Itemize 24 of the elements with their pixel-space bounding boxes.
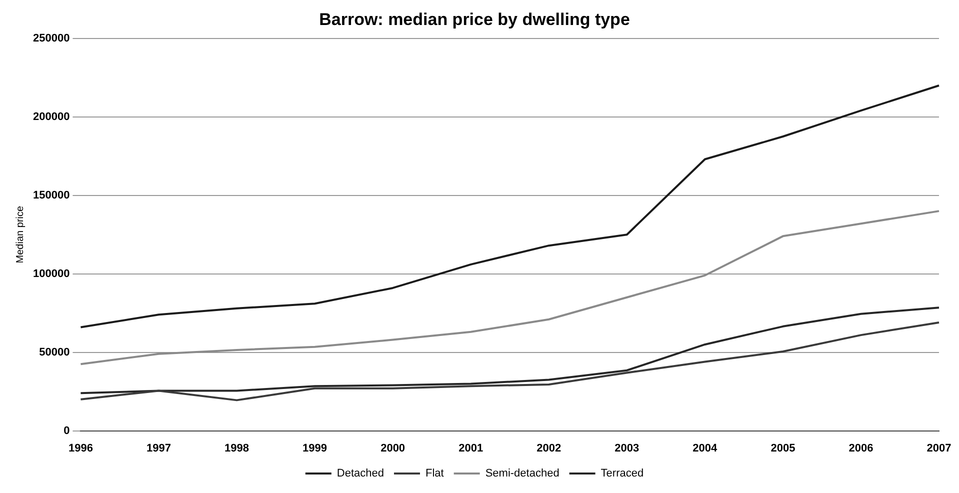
y-tick-label: 100000 — [32, 268, 70, 280]
x-tick-label: 2000 — [380, 442, 406, 454]
x-tick-label: 2002 — [536, 442, 562, 454]
x-tick-label: 2003 — [614, 442, 640, 454]
x-tick-label: 1999 — [302, 442, 328, 454]
legend-label: Flat — [425, 468, 444, 480]
x-tick-label: 2007 — [926, 442, 952, 454]
x-tick-label: 2004 — [692, 442, 718, 454]
legend-label: Detached — [336, 468, 384, 480]
y-tick-label: 250000 — [32, 32, 70, 44]
y-tick-label: 150000 — [32, 189, 70, 202]
y-tick-label: 0 — [64, 424, 70, 437]
x-tick-label: 2005 — [770, 442, 796, 454]
y-axis-title: Median price — [14, 206, 26, 264]
legend-label: Terraced — [600, 468, 644, 480]
x-tick-label: 2006 — [848, 442, 874, 454]
y-tick-label: 200000 — [32, 110, 70, 123]
x-tick-label: 2001 — [458, 442, 484, 454]
chart-title: Barrow: median price by dwelling type — [319, 10, 630, 29]
legend-label: Semi-detached — [485, 468, 560, 480]
x-tick-label: 1996 — [68, 442, 93, 454]
y-tick-label: 50000 — [39, 346, 70, 358]
x-tick-label: 1998 — [224, 442, 249, 454]
x-tick-label: 1997 — [146, 442, 171, 454]
